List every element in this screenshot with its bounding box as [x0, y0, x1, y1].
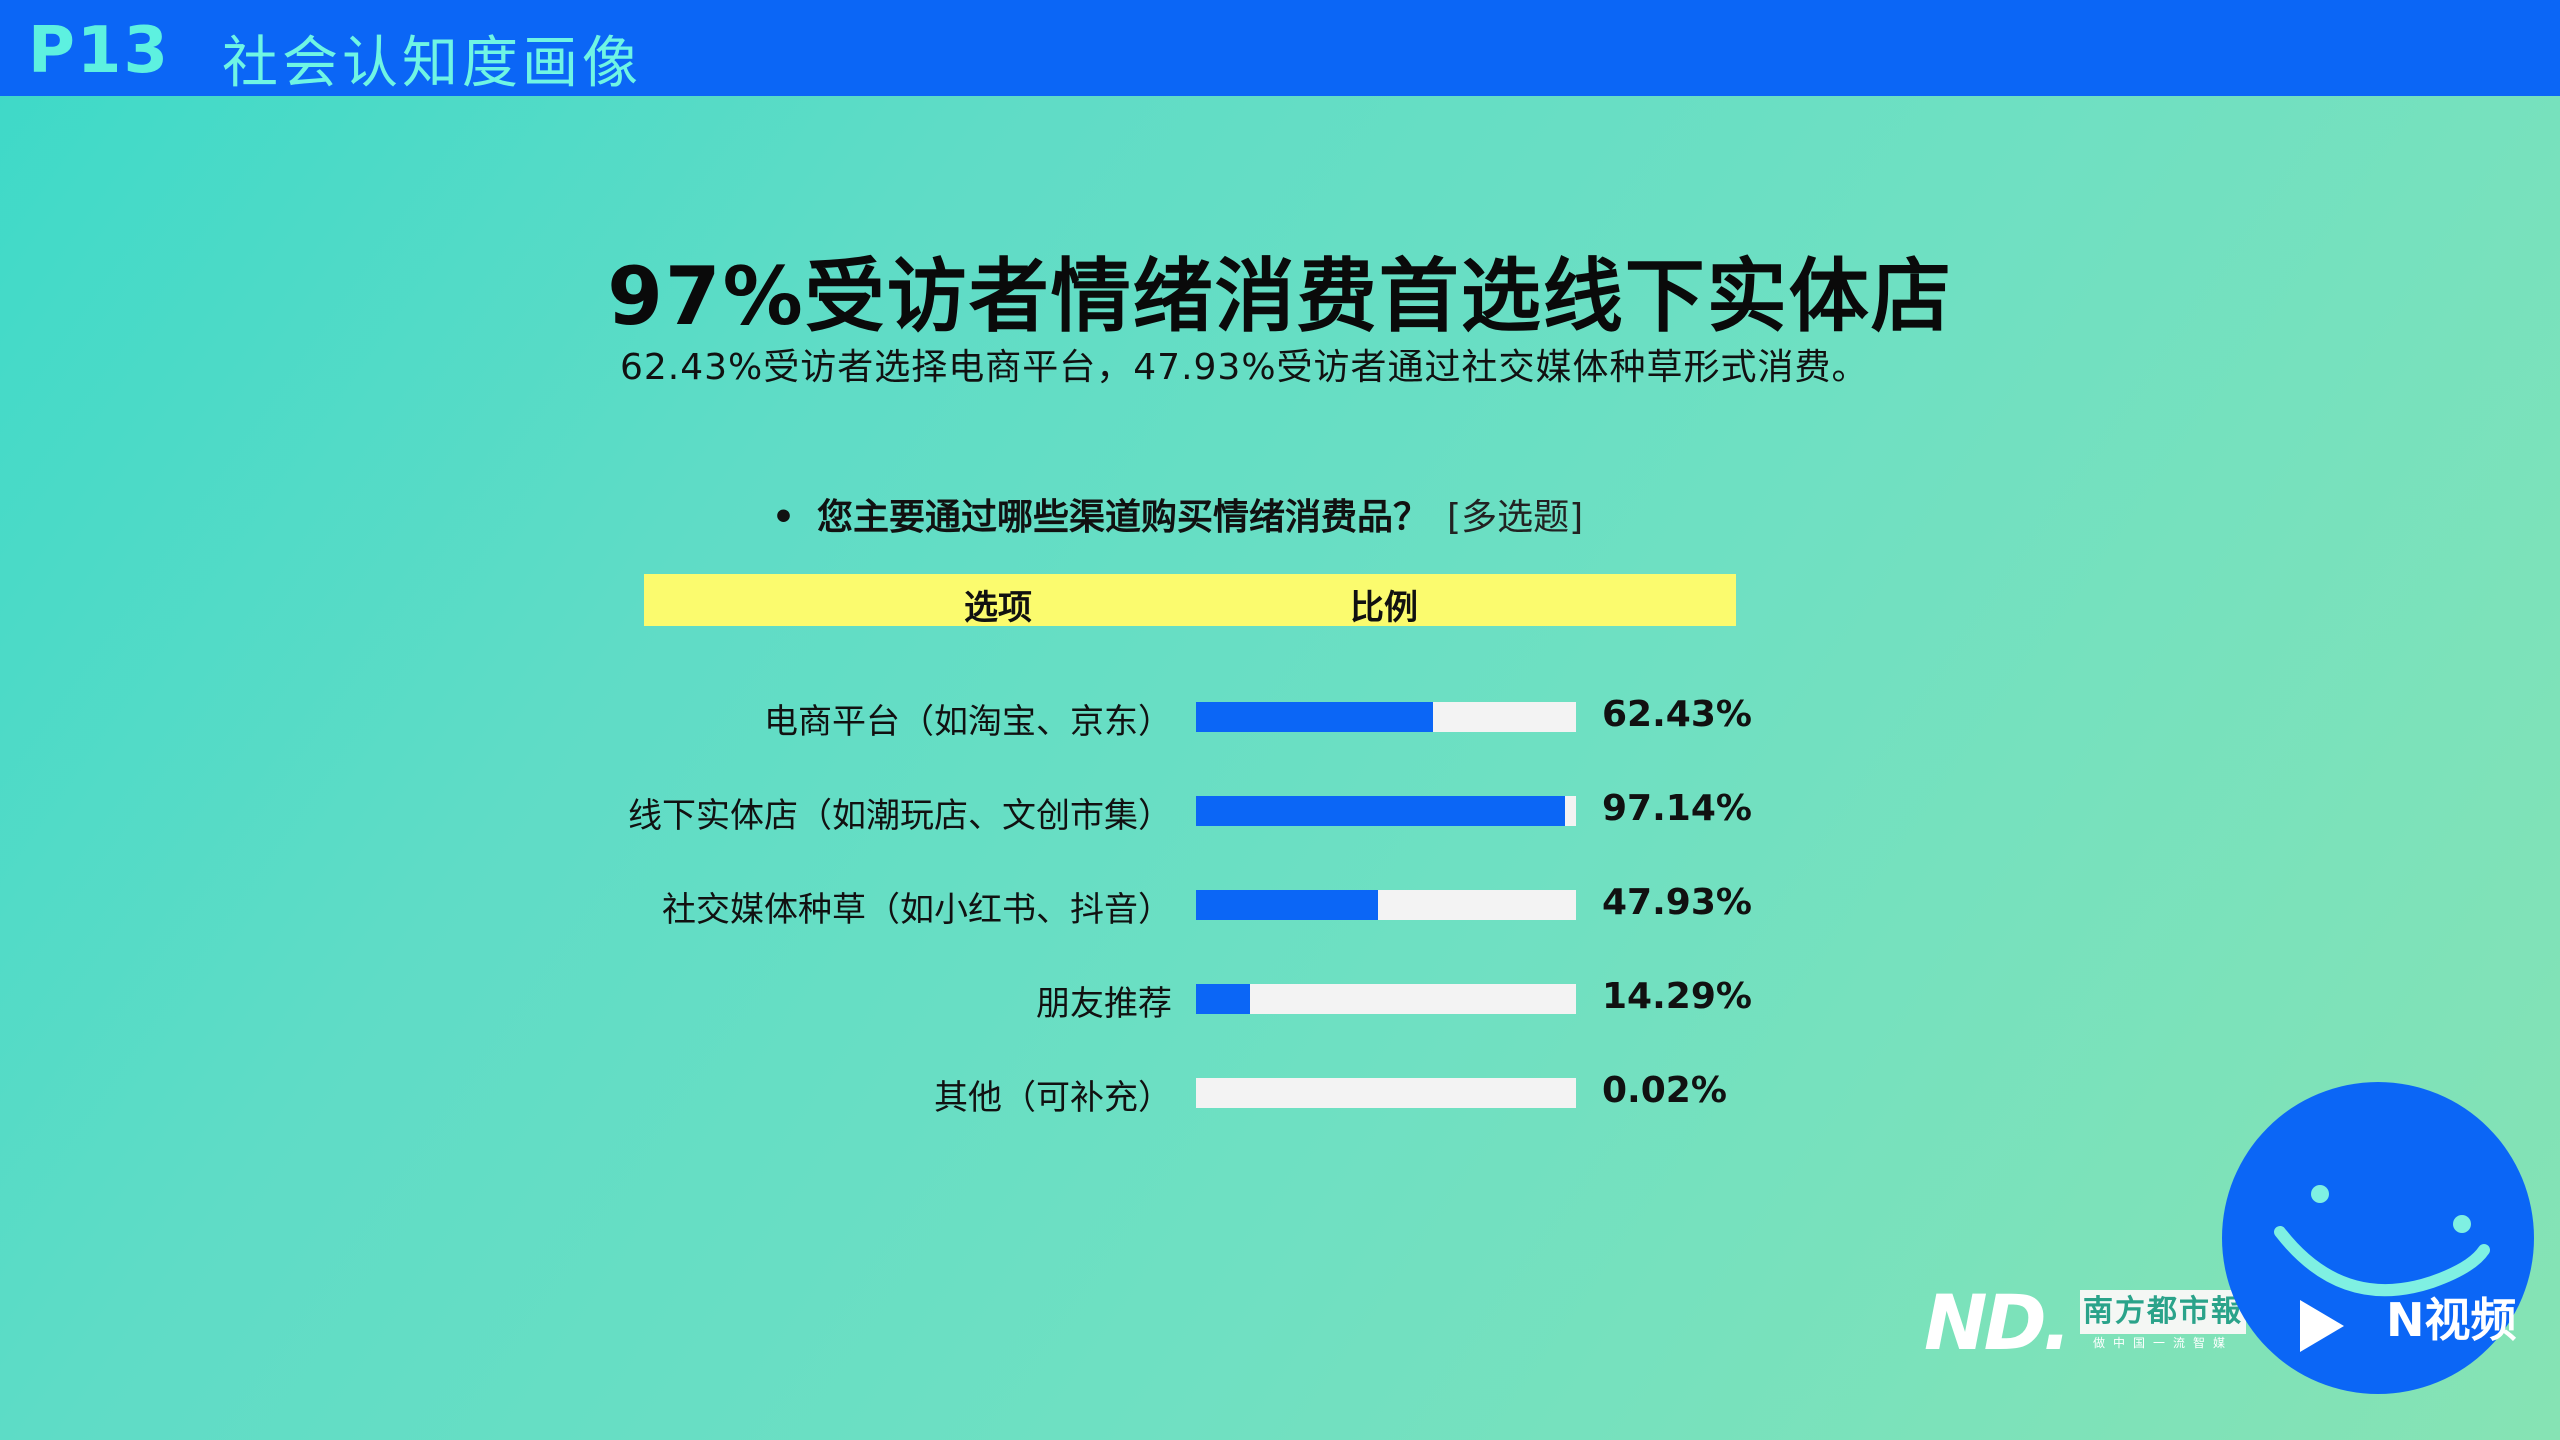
bar-track [1196, 984, 1576, 1014]
bar-track [1196, 890, 1576, 920]
bar [1196, 984, 1251, 1014]
value-label: 97.14% [1602, 788, 1752, 829]
bar-track [1196, 1078, 1576, 1108]
chart-row: 电商平台（如淘宝、京东） 62.43% [0, 686, 2560, 746]
smiley-badge: N视频 [2222, 1082, 2534, 1394]
category-label: 其他（可补充） [934, 1078, 1172, 1118]
value-label: 62.43% [1602, 694, 1752, 735]
play-icon [2300, 1300, 2344, 1352]
column-header-option: 选项 [964, 588, 1032, 628]
paper-slogan: 做中国一流智媒 [2092, 1336, 2233, 1350]
chart-row: 线下实体店（如潮玩店、文创市集） 97.14% [0, 780, 2560, 840]
section-title: 社会认知度画像 [222, 31, 642, 96]
page-number: P13 [28, 14, 170, 88]
value-label: 0.02% [1602, 1070, 1727, 1111]
question-text: 您主要通过哪些渠道购买情绪消费品？ [817, 497, 1430, 538]
bar-track [1196, 796, 1576, 826]
subtitle: 62.43%受访者选择电商平台，47.93%受访者通过社交媒体种草形式消费。 [620, 347, 1869, 388]
table-header: 选项 比例 [644, 574, 1736, 628]
main-title: 97%受访者情绪消费首选线下实体店 [607, 250, 1953, 343]
bar [1196, 796, 1566, 826]
category-label: 朋友推荐 [1036, 984, 1172, 1024]
bar [1196, 702, 1434, 732]
column-header-ratio: 比例 [1350, 588, 1418, 628]
bullet: • [772, 497, 796, 538]
category-label: 电商平台（如淘宝、京东） [764, 702, 1172, 742]
smiley-icon [2274, 1185, 2490, 1352]
chart-row: 社交媒体种草（如小红书、抖音） 47.93% [0, 874, 2560, 934]
header-bar: P13 社会认知度画像 [0, 0, 2560, 96]
chart-row: 其他（可补充） 0.02% [0, 1062, 2560, 1122]
category-label: 线下实体店（如潮玩店、文创市集） [628, 796, 1172, 836]
value-label: 47.93% [1602, 882, 1752, 923]
paper-name-logo: 南方都市報 [2080, 1290, 2246, 1334]
bar-track [1196, 702, 1576, 732]
video-brand: N视频 [2386, 1293, 2517, 1347]
bar [1196, 890, 1379, 920]
survey-question: • 您主要通过哪些渠道购买情绪消费品？ [多选题] [772, 488, 1583, 540]
question-tag: [多选题] [1447, 497, 1584, 538]
chart-row: 朋友推荐 14.29% [0, 968, 2560, 1028]
value-label: 14.29% [1602, 976, 1752, 1017]
nd-logo: ND. [1924, 1278, 2072, 1367]
category-label: 社交媒体种草（如小红书、抖音） [662, 890, 1172, 930]
